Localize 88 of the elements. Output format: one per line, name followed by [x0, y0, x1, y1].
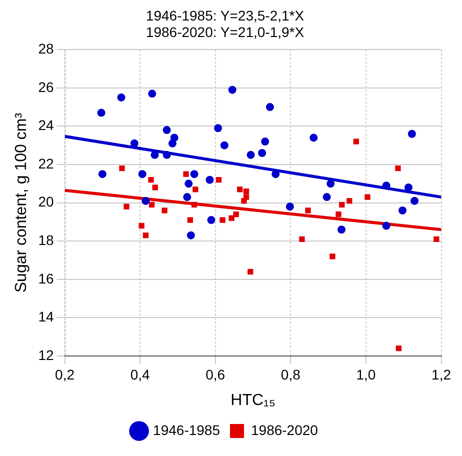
chart-subtitle: 1986-2020: Y=21,0-1,9*X — [146, 24, 305, 40]
point — [299, 236, 305, 242]
point — [186, 231, 195, 240]
point — [243, 188, 250, 194]
point — [190, 170, 198, 178]
x-tick-label: 0,2 — [55, 366, 75, 382]
point — [220, 141, 228, 150]
x-tick-label: 1,2 — [432, 366, 452, 382]
y-tick-label: 24 — [38, 117, 54, 134]
point — [272, 170, 280, 178]
point — [183, 171, 189, 177]
point — [434, 236, 440, 242]
y-tick-label: 22 — [38, 155, 54, 172]
point — [228, 86, 236, 94]
x-axis-title: HTC₁₅ — [230, 392, 276, 409]
point — [286, 202, 294, 211]
point — [150, 150, 159, 159]
y-tick-label: 18 — [38, 232, 54, 248]
point — [98, 170, 106, 178]
legend-label: 1986-2020 — [251, 422, 318, 438]
point — [395, 166, 401, 172]
point — [266, 103, 274, 112]
point — [246, 150, 255, 159]
point — [353, 138, 360, 144]
y-axis-title: Sugar content, g 100 cm³ — [13, 112, 30, 293]
x-tick-label: 1,0 — [356, 366, 376, 382]
point — [408, 130, 416, 138]
point — [206, 176, 214, 184]
point — [162, 208, 168, 214]
point — [162, 126, 171, 134]
x-tick-label: 0,6 — [206, 366, 226, 382]
point — [142, 196, 150, 205]
y-tick-label: 20 — [38, 194, 54, 210]
point — [220, 217, 226, 223]
point — [216, 176, 222, 183]
point — [214, 124, 222, 132]
y-tick-label: 14 — [38, 308, 54, 325]
point — [398, 206, 406, 214]
point — [148, 176, 154, 183]
point — [192, 186, 198, 192]
point — [322, 193, 331, 202]
point — [330, 254, 336, 260]
point — [142, 232, 149, 238]
point — [339, 202, 345, 208]
point — [119, 166, 125, 172]
point — [191, 202, 198, 208]
point — [382, 222, 390, 230]
point — [117, 93, 126, 102]
point — [168, 139, 176, 148]
point — [148, 90, 156, 98]
x-tick-label: 0,4 — [130, 366, 150, 382]
point — [364, 194, 370, 200]
point — [162, 150, 171, 159]
point — [187, 217, 193, 223]
point — [138, 222, 144, 229]
y-tick-label: 26 — [38, 78, 54, 95]
y-tick-label: 16 — [38, 270, 54, 286]
point — [183, 193, 192, 202]
point — [184, 180, 193, 188]
point — [124, 204, 130, 210]
point — [258, 149, 266, 158]
point — [261, 138, 270, 146]
point — [138, 170, 146, 178]
point — [382, 182, 390, 190]
point — [326, 180, 335, 188]
point — [310, 134, 318, 142]
legend-label: 1946-1985 — [153, 422, 220, 438]
point — [346, 198, 352, 204]
point — [237, 186, 243, 192]
point — [338, 226, 346, 234]
y-tick-label: 12 — [38, 346, 54, 363]
point — [207, 216, 216, 224]
point — [233, 211, 239, 218]
chart-title: 1946-1985: Y=23,5-2,1*X — [146, 7, 305, 24]
point — [404, 183, 413, 192]
point — [305, 208, 311, 214]
point — [410, 196, 419, 205]
y-tick-label: 28 — [38, 40, 54, 56]
point — [97, 108, 106, 117]
point — [228, 215, 234, 221]
point — [336, 211, 342, 218]
point — [396, 346, 402, 352]
point — [248, 268, 254, 275]
x-tick-label: 0,8 — [280, 366, 301, 382]
point — [148, 202, 155, 208]
point — [130, 139, 138, 148]
point — [241, 198, 247, 204]
point — [152, 184, 158, 190]
